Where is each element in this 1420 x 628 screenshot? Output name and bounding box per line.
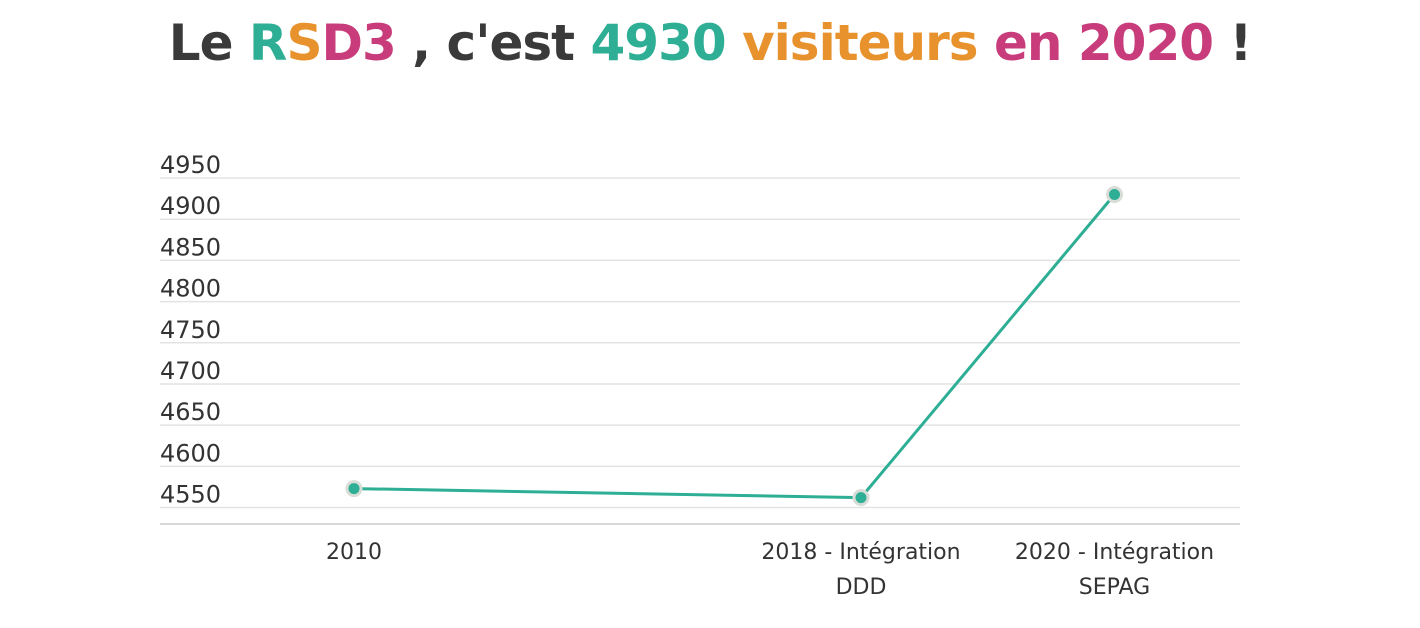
title-segment: 4930	[590, 14, 743, 72]
x-tick-label: 2018 - Intégration	[761, 540, 960, 565]
y-tick-label: 4550	[160, 481, 221, 509]
series-line	[353, 193, 1116, 500]
y-tick-label: 4900	[160, 192, 221, 220]
data-point[interactable]	[345, 480, 363, 498]
title-segment: S	[286, 14, 322, 72]
title-segment: D3	[321, 14, 396, 72]
y-tick-label: 4950	[160, 151, 221, 179]
y-tick-label: 4750	[160, 316, 221, 344]
title-segment: Le	[168, 14, 249, 72]
y-tick-label: 4700	[160, 357, 221, 385]
title-segment: visiteurs	[742, 14, 994, 72]
data-point[interactable]	[1106, 185, 1123, 203]
y-tick-label: 4650	[160, 398, 221, 426]
title-segment: , c'est	[395, 14, 591, 72]
title-segment: !	[1213, 14, 1252, 72]
x-tick-label: 2010	[326, 540, 382, 565]
chart-title: Le RSD3 , c'est 4930 visiteurs en 2020 !	[0, 14, 1420, 72]
x-tick-label: DDD	[836, 575, 887, 600]
y-tick-label: 4850	[160, 233, 221, 261]
x-tick-label: SEPAG	[1079, 575, 1150, 600]
title-segment: R	[248, 14, 288, 72]
y-tick-label: 4800	[160, 275, 221, 303]
data-point[interactable]	[852, 489, 870, 507]
title-segment: en 2020	[993, 14, 1214, 72]
x-tick-label: 2020 - Intégration	[1015, 540, 1214, 565]
y-tick-label: 4600	[160, 439, 221, 467]
